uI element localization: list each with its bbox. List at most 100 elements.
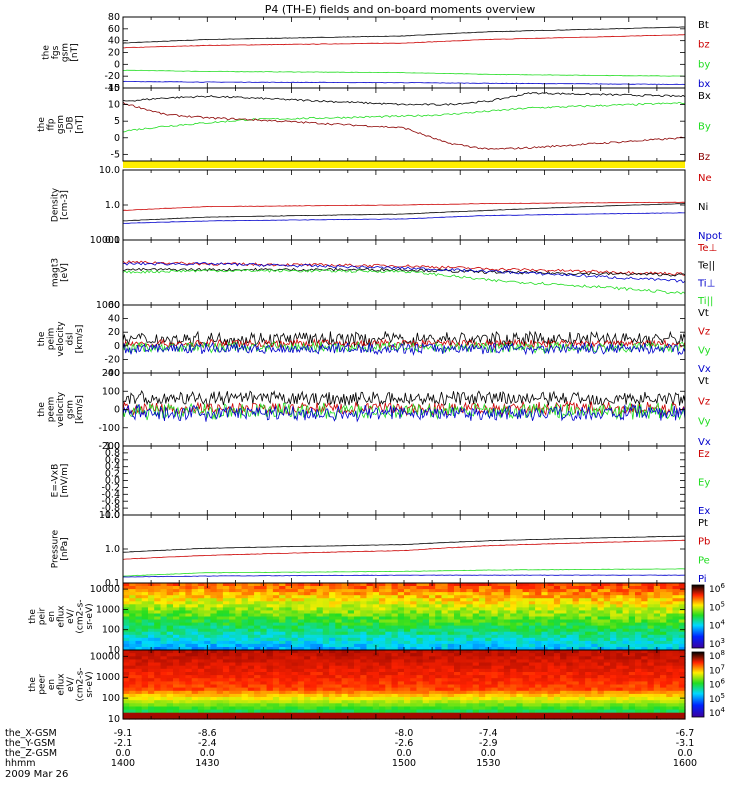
heatmap-cell [578,616,586,621]
heatmap-cell [297,675,305,679]
heatmap-cell [229,650,236,654]
heatmap-cell [322,712,330,717]
heatmap-cell [485,598,492,602]
heatmap-cell [435,684,442,689]
heatmap-cell [672,659,680,664]
heatmap-cell [660,678,667,682]
heatmap-cell [622,650,630,654]
heatmap-cell [254,613,261,618]
heatmap-cell [241,706,249,711]
heatmap-cell [541,678,549,682]
heatmap-cell [166,628,174,633]
heatmap-cell [179,656,186,660]
heatmap-cell [491,607,499,611]
heatmap-cell [185,589,193,593]
heatmap-cell [310,659,318,664]
heatmap-cell [304,583,311,587]
y-axis-label: gsm [61,43,71,62]
heatmap-cell [160,647,168,651]
heatmap-cell [254,640,261,645]
heatmap-cell [535,672,542,676]
heatmap-cell [672,712,680,717]
heatmap-cell [491,589,499,593]
heatmap-cell [404,647,411,651]
heatmap-cell [466,665,474,670]
heatmap-cell [422,637,430,642]
heatmap-cell [291,678,299,682]
heatmap-cell [435,687,442,692]
heatmap-cell [491,653,499,657]
heatmap-cell [379,598,386,602]
heatmap-cell [285,634,293,639]
heatmap-cell [597,586,605,590]
heatmap-cell [254,697,261,701]
heatmap-cell [197,607,205,611]
heatmap-cell [441,653,449,657]
heatmap-cell [135,601,143,605]
heatmap-cell [322,616,330,621]
heatmap-cell [341,595,349,599]
heatmap-cell [528,668,536,673]
heatmap-cell [166,656,174,660]
heatmap-cell [254,687,261,692]
heatmap-cell [466,653,474,657]
heatmap-cell [135,665,143,670]
heatmap-cell [148,656,155,660]
heatmap-cell [516,693,524,698]
heatmap-cell [635,592,642,596]
heatmap-cell [360,665,368,670]
heatmap-cell [497,693,505,698]
heatmap-cell [391,675,399,679]
heatmap-cell [622,662,630,667]
heatmap-cell [578,628,586,633]
heatmap-cell [391,592,399,596]
y-tick-label: -0.2 [101,482,120,493]
heatmap-cell [197,703,205,707]
heatmap-cell [578,592,586,596]
heatmap-cell [260,703,268,707]
legend-Ne: Ne [698,173,712,184]
heatmap-cell [154,607,161,611]
heatmap-cell [460,709,467,714]
heatmap-cell [360,613,368,618]
heatmap-cell [429,631,436,636]
heatmap-cell [522,592,530,596]
heatmap-cell [472,703,480,707]
heatmap-cell [166,598,174,602]
colorbar-tick-label: 106 [709,678,725,691]
heatmap-cell [478,709,486,714]
heatmap-cell [528,662,536,667]
heatmap-cell [660,656,667,660]
heatmap-cell [660,672,667,676]
heatmap-cell [460,598,467,602]
heatmap-cell [485,586,492,590]
heatmap-cell [454,693,461,698]
heatmap-cell [360,610,368,614]
heatmap-cell [535,640,542,645]
heatmap-cell [285,647,293,651]
heatmap-cell [247,589,255,593]
heatmap-cell [666,619,674,624]
heatmap-cell [454,697,461,701]
heatmap-cell [460,583,467,587]
heatmap-cell [266,610,274,614]
y-axis-label: velocity [56,321,66,357]
heatmap-cell [491,634,499,639]
heatmap-cell [672,662,680,667]
heatmap-cell [566,690,574,695]
heatmap-cell [653,703,661,707]
heatmap-cell [185,647,193,651]
heatmap-cell [123,595,130,599]
heatmap-cell [454,700,461,704]
heatmap-cell [603,613,611,618]
heatmap-cell [441,647,449,651]
heatmap-cell [254,616,261,621]
heatmap-cell [566,589,574,593]
heatmap-cell [391,668,399,673]
heatmap-cell [166,637,174,642]
heatmap-cell [628,687,636,692]
heatmap-cell [304,619,311,624]
heatmap-cell [660,668,667,673]
heatmap-cell [210,610,218,614]
heatmap-cell [266,598,274,602]
